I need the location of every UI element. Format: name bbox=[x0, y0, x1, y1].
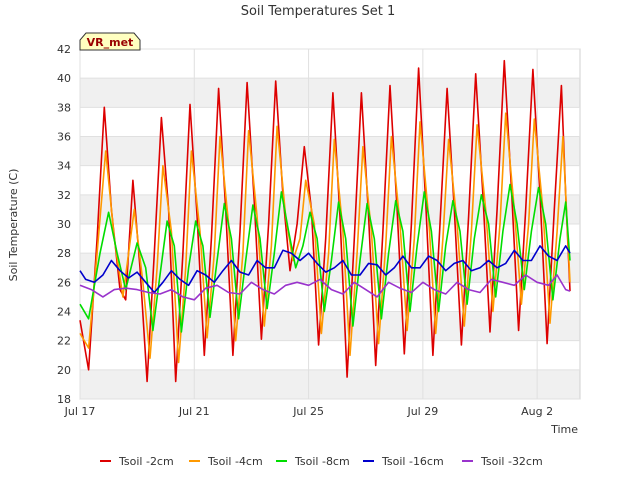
y-tick-label: 30 bbox=[57, 218, 71, 231]
y-axis-label: Soil Temperature (C) bbox=[7, 169, 20, 282]
grid-band bbox=[80, 78, 580, 108]
x-axis-label: Time bbox=[550, 423, 578, 436]
y-tick-label: 20 bbox=[57, 364, 71, 377]
x-tick-label: Jul 29 bbox=[406, 405, 438, 418]
x-tick-label: Jul 17 bbox=[64, 405, 96, 418]
legend-label: Tsoil -16cm bbox=[381, 455, 444, 468]
legend-label: Tsoil -8cm bbox=[294, 455, 350, 468]
series-line-2 bbox=[79, 183, 571, 333]
y-tick-label: 40 bbox=[57, 72, 71, 85]
grid-band bbox=[80, 369, 580, 399]
series-line-1 bbox=[79, 112, 571, 364]
legend: Tsoil -2cm Tsoil -4cm Tsoil -8cm Tsoil -16c… bbox=[100, 455, 543, 468]
station-badge: VR_met bbox=[79, 32, 141, 51]
y-tick-label: 42 bbox=[57, 43, 71, 56]
y-axis-ticks: 18 20 22 24 26 28 30 32 34 36 38 40 42 bbox=[57, 43, 71, 406]
station-badge-label: VR_met bbox=[87, 36, 134, 49]
series-line-3 bbox=[79, 245, 571, 294]
chart-title: Soil Temperatures Set 1 bbox=[241, 4, 396, 19]
x-tick-label: Jul 25 bbox=[292, 405, 324, 418]
y-tick-label: 18 bbox=[57, 393, 71, 406]
y-tick-label: 22 bbox=[57, 335, 71, 348]
y-tick-label: 26 bbox=[57, 276, 71, 289]
legend-item: Tsoil -16cm bbox=[363, 455, 444, 468]
legend-label: Tsoil -2cm bbox=[118, 455, 174, 468]
x-tick-label: Jul 21 bbox=[178, 405, 210, 418]
y-tick-label: 24 bbox=[57, 306, 71, 319]
legend-label: Tsoil -4cm bbox=[207, 455, 263, 468]
y-tick-label: 38 bbox=[57, 101, 71, 114]
x-axis-ticks: Jul 17 Jul 21 Jul 25 Jul 29 Aug 2 bbox=[64, 405, 554, 418]
y-tick-label: 34 bbox=[57, 160, 71, 173]
legend-item: Tsoil -8cm bbox=[276, 455, 350, 468]
y-tick-label: 32 bbox=[57, 189, 71, 202]
series-line-4 bbox=[79, 274, 571, 301]
y-tick-label: 28 bbox=[57, 247, 71, 260]
x-tick-label: Aug 2 bbox=[521, 405, 553, 418]
legend-item: Tsoil -4cm bbox=[189, 455, 263, 468]
grid-band bbox=[80, 311, 580, 341]
legend-item: Tsoil -2cm bbox=[100, 455, 174, 468]
legend-label: Tsoil -32cm bbox=[480, 455, 543, 468]
legend-item: Tsoil -32cm bbox=[462, 455, 543, 468]
y-tick-label: 36 bbox=[57, 131, 71, 144]
series-group bbox=[79, 59, 571, 383]
